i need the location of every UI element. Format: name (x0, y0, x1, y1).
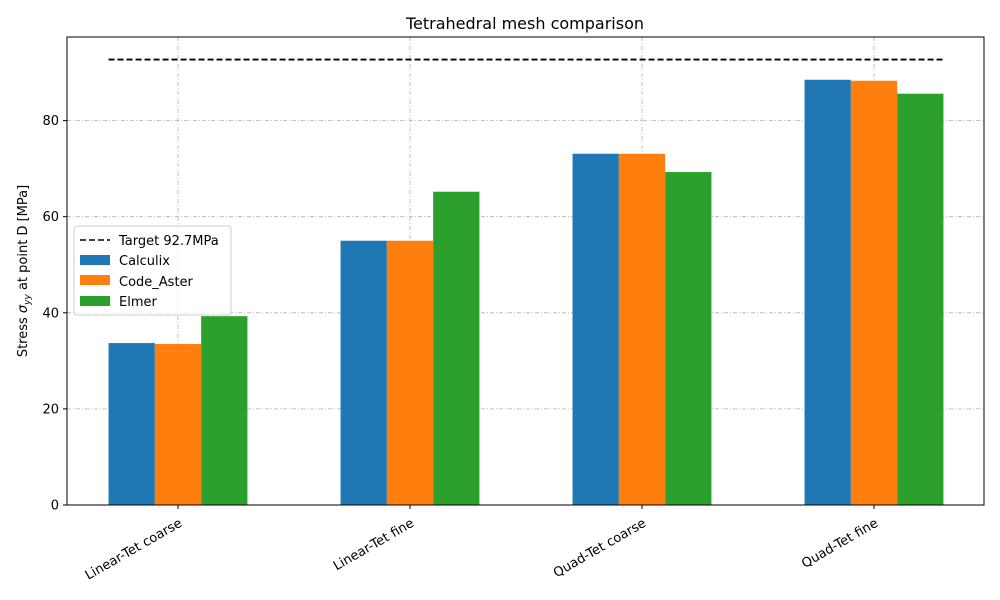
legend-elmer-label: Elmer (119, 295, 157, 310)
plot-frame (66, 36, 985, 506)
y-tick-label: 80 (42, 114, 59, 129)
y-axis-title-symbol: σ (16, 304, 31, 313)
bar-code-aster-1 (386, 240, 434, 506)
bar-elmer-2 (665, 172, 712, 505)
bar-elmer-0 (201, 316, 248, 505)
y-tick-label: 20 (42, 402, 59, 417)
bar-calculix-3 (804, 79, 851, 506)
legend-target-label: Target 92.7MPa (118, 234, 219, 249)
legend-code-aster-label: Code_Aster (119, 275, 194, 290)
bar-calculix-0 (108, 343, 155, 505)
chart-title: Tetrahedral mesh comparison (405, 14, 644, 33)
bar-elmer-1 (433, 191, 480, 505)
bars-layer (108, 79, 944, 506)
y-axis: 0 20 40 60 80 (42, 114, 67, 514)
bar-elmer-3 (897, 93, 944, 505)
legend-calculix-swatch (80, 255, 110, 265)
y-tick-label: 0 (51, 499, 59, 514)
bar-code-aster-3 (850, 80, 898, 505)
y-axis-title-subscript: yy (23, 294, 33, 306)
legend-calculix-label: Calculix (119, 254, 170, 269)
y-axis-title: Stress σyy at point D [MPa] (16, 185, 33, 357)
legend-elmer-swatch (80, 296, 110, 306)
bar-code-aster-0 (154, 344, 202, 505)
bar-calculix-1 (340, 240, 387, 506)
legend-box (73, 225, 232, 316)
y-tick-label: 60 (42, 210, 59, 225)
y-axis-title-prefix: Stress (16, 313, 31, 357)
y-axis-title-suffix: at point D [MPa] (16, 185, 31, 294)
y-tick-label: 40 (42, 306, 59, 321)
legend: Target 92.7MPa Calculix Code_Aster Elmer (73, 225, 232, 316)
bar-code-aster-2 (618, 153, 666, 505)
legend-code-aster-swatch (80, 275, 110, 285)
bar-calculix-2 (572, 153, 619, 505)
